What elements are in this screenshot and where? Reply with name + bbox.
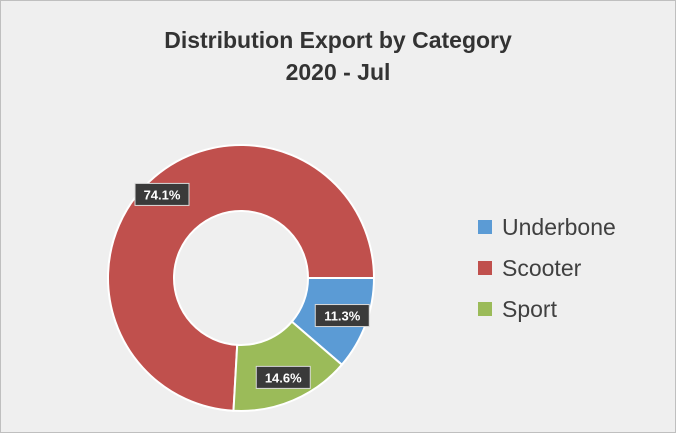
chart-title: Distribution Export by Category: [164, 27, 512, 53]
data-label-text: 74.1%: [144, 187, 181, 202]
legend: Underbone Scooter Sport: [478, 206, 616, 329]
slice-scooter: [107, 144, 376, 412]
legend-label-underbone: Underbone: [502, 213, 616, 240]
legend-swatch-sport: [478, 301, 492, 316]
legend-label-sport: Sport: [502, 295, 557, 322]
data-label-text: 14.6%: [265, 370, 302, 385]
legend-label-scooter: Scooter: [502, 254, 582, 281]
legend-swatch-scooter: [478, 260, 492, 275]
legend-item-underbone: Underbone: [478, 206, 616, 247]
data-label-box: [134, 182, 190, 206]
chart-title-block: Distribution Export by Category 2020 - J…: [0, 24, 676, 88]
data-label-scooter: 74.1%: [134, 182, 190, 206]
legend-swatch-underbone: [478, 219, 492, 234]
chart-subtitle: 2020 - Jul: [285, 59, 391, 85]
data-label-box: [255, 365, 311, 389]
data-label-box: [314, 304, 370, 328]
data-label-underbone: 11.3%: [314, 304, 370, 328]
legend-item-scooter: Scooter: [478, 247, 616, 288]
legend-item-sport: Sport: [478, 288, 616, 329]
data-label-text: 11.3%: [324, 309, 361, 324]
data-label-sport: 14.6%: [255, 365, 311, 389]
